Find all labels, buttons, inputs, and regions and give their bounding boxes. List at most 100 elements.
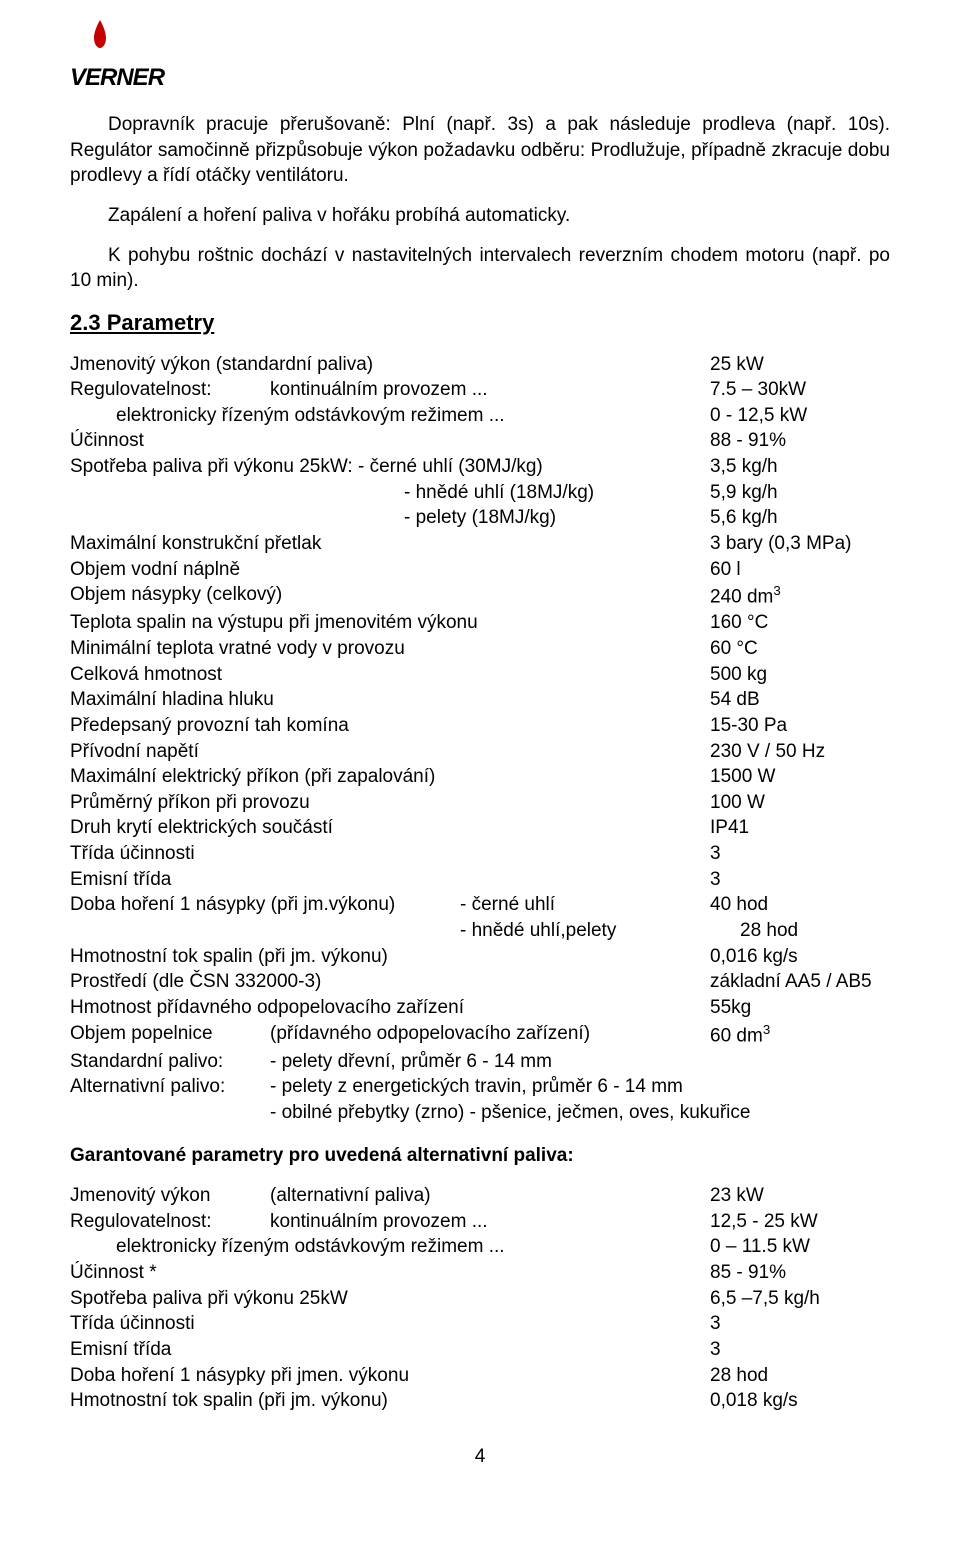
param-row: Třída účinnosti 3 xyxy=(70,841,890,867)
param-label xyxy=(70,1100,270,1126)
param-value: 1500 W xyxy=(710,764,890,790)
param-row: Průměrný příkon při provozu 100 W xyxy=(70,790,890,816)
param-label: Teplota spalin na výstupu při jmenovitém… xyxy=(70,610,710,636)
param-row: Jmenovitý výkon (standardní paliva) 25 k… xyxy=(70,352,890,378)
param-value: 60 dm3 xyxy=(710,1021,890,1049)
param-label: Průměrný příkon při provozu xyxy=(70,790,710,816)
param-row: Předepsaný provozní tah komína 15-30 Pa xyxy=(70,713,890,739)
page-number: 4 xyxy=(70,1444,890,1470)
param-label: - černé uhlí xyxy=(460,892,710,918)
param-value: základní AA5 / AB5 xyxy=(710,969,890,995)
param-label: Maximální elektrický příkon (při zapalov… xyxy=(70,764,710,790)
param-row: Regulovatelnost: kontinuálním provozem .… xyxy=(70,377,890,403)
param-value: 3 xyxy=(710,867,890,893)
param-row: Maximální hladina hluku 54 dB xyxy=(70,687,890,713)
param-label: Hmotnostní tok spalin (při jm. výkonu) xyxy=(70,944,710,970)
param-row: Spotřeba paliva při výkonu 25kW: - černé… xyxy=(70,454,890,480)
param-label: Standardní palivo: xyxy=(70,1049,270,1075)
param-label: - pelety (18MJ/kg) xyxy=(70,505,710,531)
param-row: Objem vodní náplně 60 l xyxy=(70,557,890,583)
param-row: Hmotnostní tok spalin (při jm. výkonu) 0… xyxy=(70,944,890,970)
param-value: 15-30 Pa xyxy=(710,713,890,739)
param-value: 500 kg xyxy=(710,662,890,688)
param-value: 0,018 kg/s xyxy=(710,1388,890,1414)
param-value: 85 - 91% xyxy=(710,1260,890,1286)
param-row: - hnědé uhlí (18MJ/kg) 5,9 kg/h xyxy=(70,480,890,506)
param-value: 160 °C xyxy=(710,610,890,636)
param-label: kontinuálním provozem ... xyxy=(270,1209,710,1235)
params-alt: Jmenovitý výkon (alternativní paliva) 23… xyxy=(70,1183,890,1414)
param-label: (přídavného odpopelovacího zařízení) xyxy=(270,1021,710,1049)
param-label: Spotřeba paliva při výkonu 25kW xyxy=(70,1286,710,1312)
logo: VERNER xyxy=(70,20,890,94)
param-row: Hmotnost přídavného odpopelovacího zaříz… xyxy=(70,995,890,1021)
param-label: - pelety dřevní, průměr 6 - 14 mm xyxy=(270,1049,890,1075)
intro-paragraph-1: Dopravník pracuje přerušovaně: Plní (nap… xyxy=(70,112,890,189)
param-label: Emisní třída xyxy=(70,1337,710,1363)
param-label: Předepsaný provozní tah komína xyxy=(70,713,710,739)
param-label: Emisní třída xyxy=(70,867,710,893)
param-label: Spotřeba paliva při výkonu 25kW: - černé… xyxy=(70,454,710,480)
param-label: Regulovatelnost: xyxy=(70,377,270,403)
param-row: Regulovatelnost: kontinuálním provozem .… xyxy=(70,1209,890,1235)
param-label: Jmenovitý výkon xyxy=(70,1183,270,1209)
param-value: 3 xyxy=(710,841,890,867)
param-row: Standardní palivo: - pelety dřevní, prům… xyxy=(70,1049,890,1075)
flame-icon xyxy=(90,20,110,52)
param-value: 60 l xyxy=(710,557,890,583)
subheading: Garantované parametry pro uvedená altern… xyxy=(70,1143,890,1169)
intro-text-1: Dopravník pracuje přerušovaně: Plní (nap… xyxy=(70,112,890,189)
param-value: IP41 xyxy=(710,815,890,841)
param-value: 12,5 - 25 kW xyxy=(710,1209,890,1235)
param-label: elektronicky řízeným odstávkovým režimem… xyxy=(70,1234,710,1260)
param-row: - obilné přebytky (zrno) - pšenice, ječm… xyxy=(70,1100,890,1126)
param-label: Regulovatelnost: xyxy=(70,1209,270,1235)
param-row: Doba hoření 1 násypky (při jm.výkonu) - … xyxy=(70,892,890,918)
param-row: Třída účinnosti 3 xyxy=(70,1311,890,1337)
param-label: - hnědé uhlí (18MJ/kg) xyxy=(70,480,710,506)
param-label: Minimální teplota vratné vody v provozu xyxy=(70,636,710,662)
param-label: Prostředí (dle ČSN 332000-3) xyxy=(70,969,710,995)
param-value: 7.5 – 30kW xyxy=(710,377,890,403)
param-label: Objem vodní náplně xyxy=(70,557,710,583)
params-main: Jmenovitý výkon (standardní paliva) 25 k… xyxy=(70,352,890,1126)
param-row: Alternativní palivo: - pelety z energeti… xyxy=(70,1074,890,1100)
param-label: - hnědé uhlí,pelety xyxy=(460,918,740,944)
param-row: elektronicky řízeným odstávkovým režimem… xyxy=(70,403,890,429)
param-value: 88 - 91% xyxy=(710,428,890,454)
param-row: Spotřeba paliva při výkonu 25kW 6,5 –7,5… xyxy=(70,1286,890,1312)
param-label: Maximální konstrukční přetlak xyxy=(70,531,710,557)
param-label: Objem násypky (celkový) xyxy=(70,582,710,610)
param-value: 100 W xyxy=(710,790,890,816)
param-label: Alternativní palivo: xyxy=(70,1074,270,1100)
param-row: Hmotnostní tok spalin (při jm. výkonu) 0… xyxy=(70,1388,890,1414)
param-value: 23 kW xyxy=(710,1183,890,1209)
param-value: 240 dm3 xyxy=(710,582,890,610)
param-value: 54 dB xyxy=(710,687,890,713)
param-label: Třída účinnosti xyxy=(70,1311,710,1337)
param-label: kontinuálním provozem ... xyxy=(270,377,710,403)
intro-text-2: Zapálení a hoření paliva v hořáku probíh… xyxy=(70,203,890,229)
param-label: Maximální hladina hluku xyxy=(70,687,710,713)
param-label: Doba hoření 1 násypky při jmen. výkonu xyxy=(70,1363,710,1389)
param-value: 3 bary (0,3 MPa) xyxy=(710,531,890,557)
param-row: elektronicky řízeným odstávkovým režimem… xyxy=(70,1234,890,1260)
param-label: - obilné přebytky (zrno) - pšenice, ječm… xyxy=(270,1100,890,1126)
brand-name: VERNER xyxy=(70,62,890,94)
param-value: 60 °C xyxy=(710,636,890,662)
param-row: - hnědé uhlí,pelety 28 hod xyxy=(70,918,890,944)
param-row: Jmenovitý výkon (alternativní paliva) 23… xyxy=(70,1183,890,1209)
param-value: 28 hod xyxy=(740,918,890,944)
param-row: Objem popelnice (přídavného odpopelovací… xyxy=(70,1021,890,1049)
param-label: elektronicky řízeným odstávkovým režimem… xyxy=(70,403,710,429)
param-value: 3 xyxy=(710,1311,890,1337)
param-label: Hmotnost přídavného odpopelovacího zaříz… xyxy=(70,995,710,1021)
param-value: 6,5 –7,5 kg/h xyxy=(710,1286,890,1312)
param-row: Objem násypky (celkový) 240 dm3 xyxy=(70,582,890,610)
param-row: Emisní třída 3 xyxy=(70,867,890,893)
param-value: 0 – 11.5 kW xyxy=(710,1234,890,1260)
param-value: 55kg xyxy=(710,995,890,1021)
param-value: 5,9 kg/h xyxy=(710,480,890,506)
param-label: Objem popelnice xyxy=(70,1021,270,1049)
param-value: 40 hod xyxy=(710,892,890,918)
